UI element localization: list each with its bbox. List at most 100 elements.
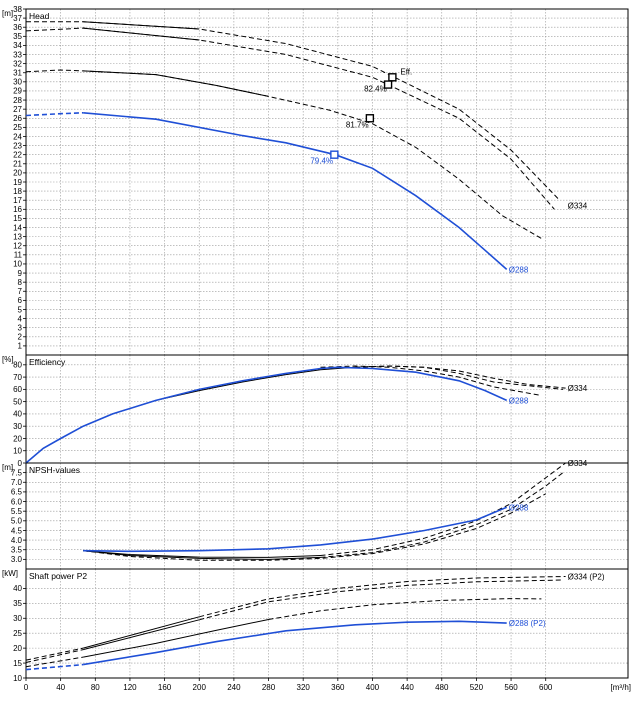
panel-1-title: Head	[29, 11, 50, 21]
panel-3-curve-label-1: Ø334	[568, 459, 588, 468]
panel-1-ytick-label: 24	[13, 132, 22, 141]
panel-1-curve-label-2: Ø288	[509, 265, 529, 274]
panel-4-ytick-label: 25	[13, 629, 22, 638]
panel-2-ytick-label: 10	[13, 447, 22, 456]
panel-2-curve-label-1: Ø334	[568, 384, 588, 393]
panel-2-series-4	[320, 365, 542, 396]
panel-1-ytick-label: 10	[13, 260, 22, 269]
panel-1-ytick-label: 28	[13, 96, 22, 105]
panel-1-ytick-label: 13	[13, 232, 22, 241]
panel-3-ytick-label: 4.5	[11, 526, 23, 535]
panel-1-marker-3	[365, 114, 375, 123]
panel-1-ytick-label: 5	[18, 305, 23, 314]
panel-1-ytick-label: 33	[13, 50, 22, 59]
panel-4-series-8	[83, 619, 269, 658]
panel-4-title: Shaft power P2	[29, 571, 87, 581]
panel-3-ytick-label: 6.0	[11, 497, 23, 506]
panel-3-ytick-label: 5.5	[11, 507, 23, 516]
panel-4-series-4	[25, 649, 84, 663]
x-axis-unit: [m³/h]	[611, 683, 631, 692]
panel-2-unit: [%]	[2, 355, 14, 364]
panel-1-ytick-label: 6	[18, 296, 23, 305]
panel-1-ytick-label: 11	[14, 251, 23, 260]
panel-3-ytick-label: 4.0	[11, 536, 23, 545]
panel-4-curve-label-1: Ø334 (P2)	[568, 572, 605, 581]
panel-3-title: NPSH-values	[29, 465, 80, 475]
panel-4-series-9	[268, 598, 542, 620]
x-tick-label: 360	[331, 683, 345, 692]
panel-1-curve-label-1: Ø334	[568, 202, 588, 211]
panel-2-curve-label-2: Ø288	[509, 396, 529, 405]
panel-4-series-7	[25, 656, 84, 668]
panel-4-unit: [kW]	[2, 569, 18, 578]
panel-2-series-1	[25, 366, 356, 464]
panel-1-marker-4	[330, 150, 339, 159]
panel-4-series-11	[83, 620, 507, 666]
panel-1-series-5	[83, 70, 269, 97]
panel-1-ytick-label: 1	[18, 342, 23, 351]
panel-1-ytick-label: 9	[18, 269, 23, 278]
panel-2-ytick-label: 50	[13, 397, 22, 406]
panel-2-ytick-label: 0	[18, 459, 23, 468]
panel-4-ytick-label: 35	[13, 599, 22, 608]
panel-3-ytick-label: 6.5	[11, 488, 23, 497]
panel-1-series-4	[25, 27, 555, 210]
panel-1-series-6	[25, 69, 542, 239]
panel-1-marker-label-3: 81.7%	[346, 120, 369, 129]
x-tick-label: 240	[227, 683, 241, 692]
panel-1-ytick-label: 30	[13, 78, 22, 87]
x-tick-label: 40	[56, 683, 65, 692]
panel-1-ytick-label: 18	[13, 187, 22, 196]
panel-1-series-7	[83, 112, 508, 270]
panel-4-ytick-label: 40	[13, 584, 22, 593]
panel-3-unit: [m]	[2, 463, 13, 472]
panel-4-ytick-label: 15	[13, 659, 22, 668]
x-tick-label: 600	[539, 683, 553, 692]
panel-1-ytick-label: 27	[13, 105, 22, 114]
panel-1-ytick-label: 26	[13, 114, 22, 123]
x-tick-label: 520	[470, 683, 484, 692]
panel-2-frame	[25, 354, 629, 464]
panel-1-marker-2	[383, 80, 393, 89]
panel-3-ytick-label: 3.5	[11, 546, 23, 555]
panel-3-series-6	[83, 506, 508, 553]
panel-3-ytick-label: 5.0	[11, 517, 23, 526]
panel-4-curve-label-2: Ø288 (P2)	[509, 619, 546, 628]
panel-1-marker-label-2: 82.4%	[364, 85, 387, 94]
panel-1-ytick-label: 2	[18, 333, 23, 342]
panel-3-ytick-label: 7.5	[11, 468, 23, 477]
panel-2-ytick-label: 30	[13, 422, 22, 431]
panel-1-ytick-label: 12	[13, 242, 22, 251]
panel-1-unit: [m]	[2, 9, 13, 18]
panel-1-ytick-label: 25	[13, 123, 22, 132]
panel-2-ytick-label: 20	[13, 434, 22, 443]
panel-3-ytick-label: 3.0	[11, 555, 23, 564]
panel-3-ytick-label: 7.0	[11, 478, 23, 487]
panel-1-ytick-label: 19	[13, 178, 22, 187]
panel-1-marker-label-4: 79.4%	[310, 157, 333, 166]
panel-1-ytick-label: 20	[13, 169, 22, 178]
x-tick-label: 440	[400, 683, 414, 692]
panel-1-ytick-label: 31	[13, 69, 22, 78]
panel-4-series-3	[199, 576, 566, 618]
panel-1-marker-label-1: Eff.	[400, 67, 412, 76]
x-tick-label: 560	[504, 683, 518, 692]
x-tick-label: 120	[123, 683, 137, 692]
panel-2-ytick-label: 40	[13, 410, 22, 419]
panel-1-ytick-label: 16	[13, 205, 22, 214]
panel-1-series-2	[26, 21, 560, 201]
panel-3-series-4	[320, 472, 564, 558]
panel-4-ytick-label: 10	[13, 674, 22, 683]
x-tick-label: 280	[262, 683, 276, 692]
panel-4-series-2	[83, 616, 200, 649]
panel-4-series-10	[25, 663, 84, 671]
panel-1-ytick-label: 17	[13, 196, 22, 205]
panel-1-ytick-label: 7	[18, 287, 23, 296]
panel-1-ytick-label: 37	[13, 14, 22, 23]
panel-1-ytick-label: 32	[13, 59, 22, 68]
x-tick-label: 320	[297, 683, 311, 692]
panel-1-ytick-label: 8	[18, 278, 23, 287]
panel-4-series-1	[25, 647, 84, 661]
panel-3-series-5	[83, 493, 546, 561]
